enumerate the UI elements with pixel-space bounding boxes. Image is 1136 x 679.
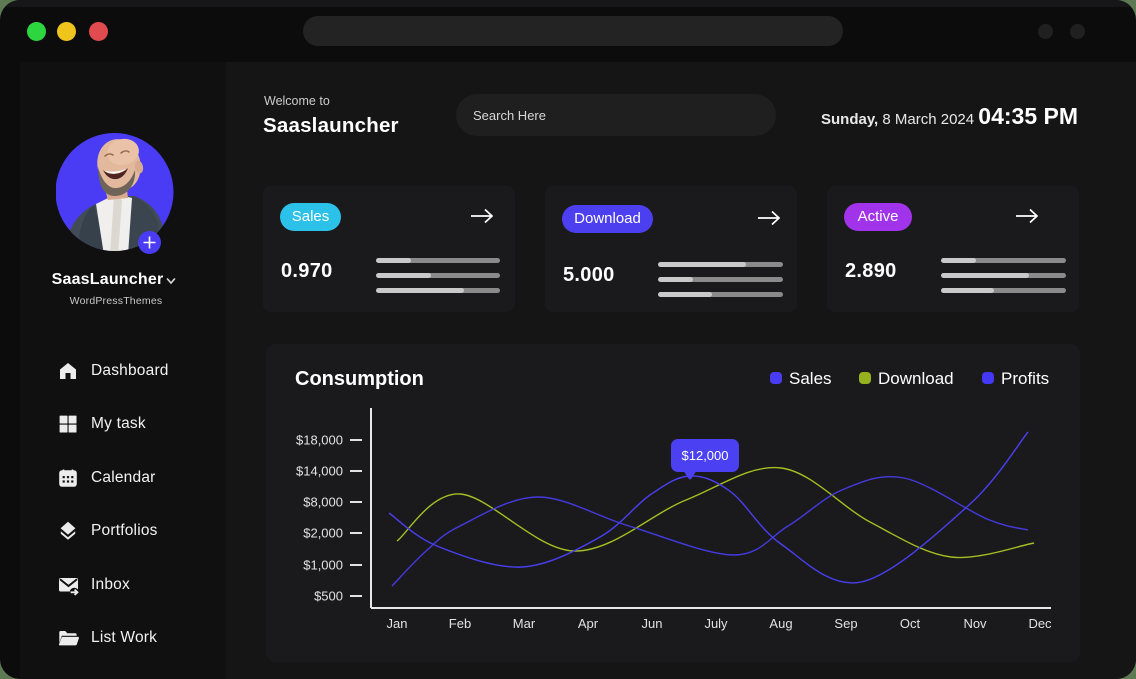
svg-text:$2,000: $2,000	[303, 526, 343, 541]
svg-text:Apr: Apr	[578, 616, 599, 631]
svg-text:Jan: Jan	[387, 616, 408, 631]
svg-text:$14,000: $14,000	[296, 464, 343, 479]
svg-text:$500: $500	[314, 589, 343, 604]
svg-text:Feb: Feb	[449, 616, 471, 631]
svg-text:Nov: Nov	[963, 616, 987, 631]
svg-text:Aug: Aug	[769, 616, 792, 631]
svg-text:$18,000: $18,000	[296, 433, 343, 448]
svg-text:$12,000: $12,000	[682, 448, 729, 463]
svg-text:Sep: Sep	[834, 616, 857, 631]
svg-text:Oct: Oct	[900, 616, 921, 631]
svg-text:July: July	[704, 616, 728, 631]
svg-text:Jun: Jun	[642, 616, 663, 631]
svg-text:$8,000: $8,000	[303, 495, 343, 510]
svg-text:Mar: Mar	[513, 616, 536, 631]
svg-text:Dec: Dec	[1028, 616, 1052, 631]
svg-text:$1,000: $1,000	[303, 558, 343, 573]
